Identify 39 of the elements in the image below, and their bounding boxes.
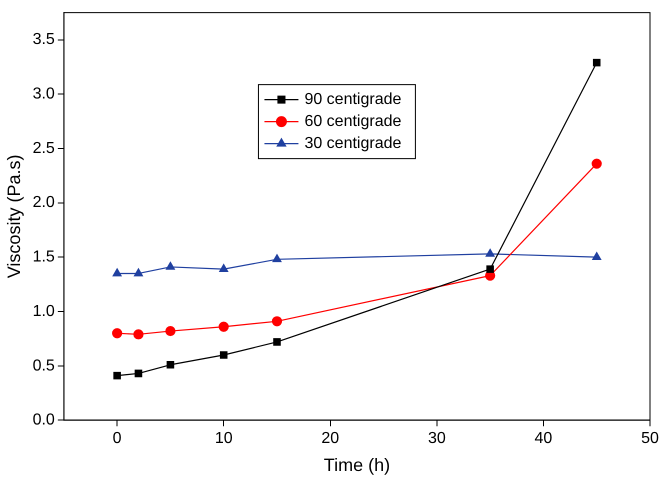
point: [166, 262, 175, 270]
x-tick-label: 50: [641, 430, 659, 448]
y-tick-label: 2.5: [32, 140, 55, 157]
y-tick-label: 3.0: [32, 86, 55, 103]
y-tick-label: 2.0: [32, 194, 55, 212]
y-tick-label: 0.0: [32, 412, 55, 429]
legend-label: 90 centigrade: [304, 91, 402, 108]
y-tick-label: 1.0: [32, 302, 55, 320]
point: [592, 158, 602, 169]
point: [133, 329, 144, 340]
point: [273, 338, 281, 346]
point: [486, 265, 494, 273]
point: [486, 248, 495, 257]
point: [272, 254, 282, 262]
point: [220, 351, 228, 359]
point: [219, 264, 228, 272]
x-tick-label: 20: [321, 430, 340, 448]
point: [134, 268, 143, 276]
point: [218, 322, 229, 332]
x-axis-title: Time (h): [324, 455, 390, 476]
point: [272, 316, 282, 326]
point: [166, 360, 174, 369]
point: [165, 326, 176, 336]
point: [112, 328, 122, 338]
y-axis-title: Viscosity (Pa.s): [4, 154, 24, 278]
point: [112, 268, 122, 276]
legend-label: 30 centigrade: [304, 135, 402, 152]
point: [592, 252, 602, 260]
legend-label: 60 centigrade: [304, 113, 402, 130]
y-tick-label: 1.5: [32, 248, 55, 266]
point: [592, 58, 600, 66]
x-tick-label: 0: [112, 430, 122, 448]
point: [134, 370, 142, 378]
x-tick-label: 30: [428, 430, 446, 448]
x-tick-label: 10: [214, 430, 233, 448]
y-tick-label: 0.5: [32, 357, 55, 374]
point: [113, 372, 121, 380]
y-tick-label: 3.5: [32, 31, 55, 48]
x-tick-label: 40: [534, 430, 552, 448]
